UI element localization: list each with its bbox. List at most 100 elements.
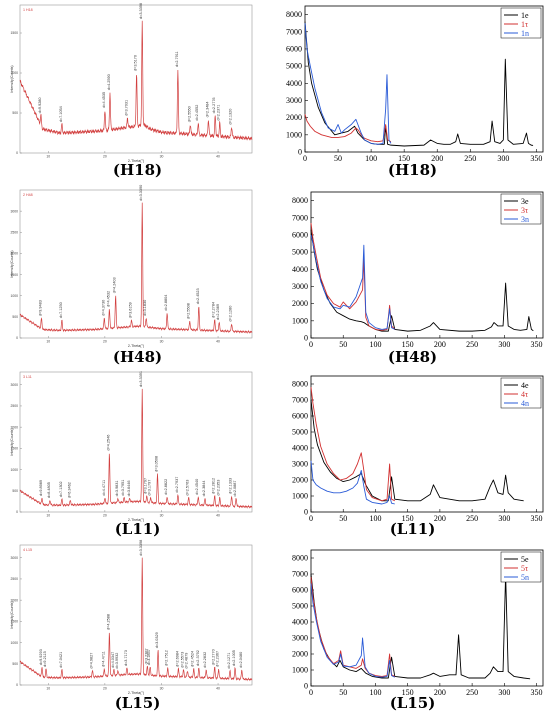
raman-panel-3: 0 1000 2000 3000 4000 5000 6000 7000 8000 0 50 100 1…	[292, 375, 544, 523]
raman-series-line-5e	[310, 573, 531, 680]
xrd-peak-label: d=7.1250	[59, 302, 63, 318]
xrd-panel-4: 4 L15 Intensity(Counts) 2-Theta(°) 0 500 1000…	[10, 540, 253, 695]
xrd-x-tick-label: 40	[216, 514, 220, 518]
xrd-x-tick-label: 10	[46, 155, 50, 159]
xrd-peak-label: d=9.9293	[39, 649, 43, 665]
xrd-x-tick-label: 20	[103, 514, 107, 518]
raman-x-tick-label: 300	[498, 688, 510, 697]
xrd-peak-label: d=2.1320	[229, 109, 233, 125]
raman-y-tick-label: 5000	[286, 62, 302, 71]
raman-x-tick-label: 0	[309, 514, 313, 523]
xrd-peak-label: d=2.4879	[184, 653, 188, 669]
xrd-peak-label: d=2.3484	[205, 101, 209, 117]
raman-x-tick-label: 0	[303, 154, 307, 163]
xrd-peak-label: d=3.7173	[124, 650, 128, 666]
xrd-y-tick-label: 1000	[10, 468, 18, 472]
raman-series-line-4n	[310, 460, 395, 505]
raman-y-tick-label: 0	[298, 148, 302, 157]
raman-x-tick-label: 150	[402, 514, 414, 523]
xrd-peak-label: d=2.6984	[175, 651, 179, 667]
xrd-peak-label: d=2.0887	[233, 480, 237, 496]
raman-y-tick-label: 3000	[292, 282, 308, 291]
xrd-x-tick-label: 20	[103, 687, 107, 691]
raman-y-tick-label: 3000	[286, 96, 302, 105]
xrd-peak-label: d=2.7911	[175, 51, 179, 67]
raman-x-tick-label: 250	[464, 154, 476, 163]
xrd-peak-label: d=4.2403	[113, 277, 117, 293]
xrd-y-tick-label: 500	[12, 489, 18, 493]
raman-legend-label: 4n	[521, 399, 529, 408]
raman-y-tick-label: 7000	[286, 27, 302, 36]
raman-y-tick-label: 7000	[292, 396, 308, 405]
caption-h18-raman: (H18)	[387, 161, 438, 179]
raman-y-tick-label: 6000	[286, 44, 302, 53]
xrd-peak-label: d=2.2770	[212, 649, 216, 665]
xrd-peak-label: d=4.2588	[106, 614, 110, 630]
raman-x-tick-label: 200	[434, 340, 446, 349]
xrd-peak-label: d=4.4532	[106, 291, 110, 307]
raman-y-tick-label: 4000	[292, 618, 308, 627]
raman-x-tick-label: 200	[434, 514, 446, 523]
raman-y-tick-label: 0	[304, 682, 308, 691]
raman-x-tick-label: 150	[402, 688, 414, 697]
raman-x-tick-label: 100	[369, 514, 381, 523]
xrd-pattern-line	[19, 388, 253, 509]
xrd-peak-label: d=2.2776	[212, 97, 216, 113]
xrd-y-tick-label: 500	[12, 111, 18, 115]
raman-x-tick-label: 50	[339, 514, 347, 523]
raman-panel-4: 0 1000 2000 3000 4000 5000 6000 7000 8000 0 50 100 1…	[292, 549, 544, 697]
raman-plot-frame	[310, 549, 544, 687]
raman-x-tick-label: 350	[531, 340, 543, 349]
raman-y-tick-label: 4000	[292, 444, 308, 453]
xrd-peak-label: d=2.4540	[195, 479, 199, 495]
caption-l15-raman: (L15)	[389, 694, 436, 712]
raman-series-line-1n	[304, 23, 392, 145]
caption-l11-xrd: (L11)	[114, 520, 161, 538]
raman-y-tick-label: 5000	[292, 602, 308, 611]
raman-y-tick-label: 6000	[292, 230, 308, 239]
raman-y-tick-label: 8000	[286, 10, 302, 19]
xrd-peak-label: d=9.8989	[39, 480, 43, 496]
xrd-peak-label: d=2.5550	[187, 106, 191, 122]
raman-x-tick-label: 200	[434, 688, 446, 697]
raman-legend-label: 3τ	[521, 206, 529, 215]
raman-x-tick-label: 100	[369, 688, 381, 697]
xrd-peak-label: d=3.1797	[148, 480, 152, 496]
xrd-peak-label: d=9.9280	[38, 97, 42, 113]
xrd-panel-tag: 2 H48	[23, 193, 33, 197]
xrd-peak-label: d=2.1333	[229, 478, 233, 494]
xrd-peak-label: d=2.2353	[217, 480, 221, 496]
xrd-peak-label: d=2.7937	[175, 477, 179, 493]
xrd-peak-label: d=3.5170	[134, 55, 138, 71]
xrd-x-tick-label: 40	[216, 340, 220, 344]
xrd-x-axis-label: 2-Theta(°)	[128, 518, 144, 522]
xrd-plot-frame	[19, 189, 253, 339]
xrd-y-tick-label: 500	[12, 315, 18, 319]
raman-x-tick-label: 50	[334, 154, 342, 163]
raman-y-tick-label: 1000	[292, 666, 308, 675]
xrd-peak-label: d=2.2371	[217, 105, 221, 121]
raman-plot-frame	[310, 191, 544, 339]
caption-h48-xrd: (H48)	[112, 348, 163, 366]
xrd-peak-label: d=2.7512	[165, 650, 169, 666]
caption-h18-xrd: (H18)	[112, 161, 163, 179]
raman-legend-label: 1τ	[521, 20, 529, 29]
xrd-peak-label: d=3.9831	[115, 480, 119, 496]
xrd-peak-label: d=2.8804	[164, 295, 168, 311]
xrd-peak-label: d=3.3390	[139, 185, 143, 201]
raman-x-tick-label: 300	[497, 154, 509, 163]
raman-series-line-3τ	[310, 222, 396, 331]
xrd-peak-label: d=2.3844	[202, 480, 206, 496]
xrd-y-tick-label: 2000	[10, 598, 18, 602]
raman-legend-label: 4τ	[521, 390, 529, 399]
xrd-peak-label: d=3.0508	[155, 456, 159, 472]
xrd-pattern-line	[19, 557, 253, 682]
raman-y-tick-label: 8000	[292, 380, 308, 389]
raman-y-tick-label: 2000	[292, 650, 308, 659]
xrd-y-tick-label: 2500	[10, 577, 18, 581]
xrd-peak-label: d=2.8822	[164, 479, 168, 495]
xrd-y-tick-label: 1000	[10, 641, 18, 645]
xrd-x-tick-label: 20	[103, 340, 107, 344]
raman-y-tick-label: 7000	[292, 213, 308, 222]
xrd-panel-tag: 3 L11	[23, 375, 32, 379]
